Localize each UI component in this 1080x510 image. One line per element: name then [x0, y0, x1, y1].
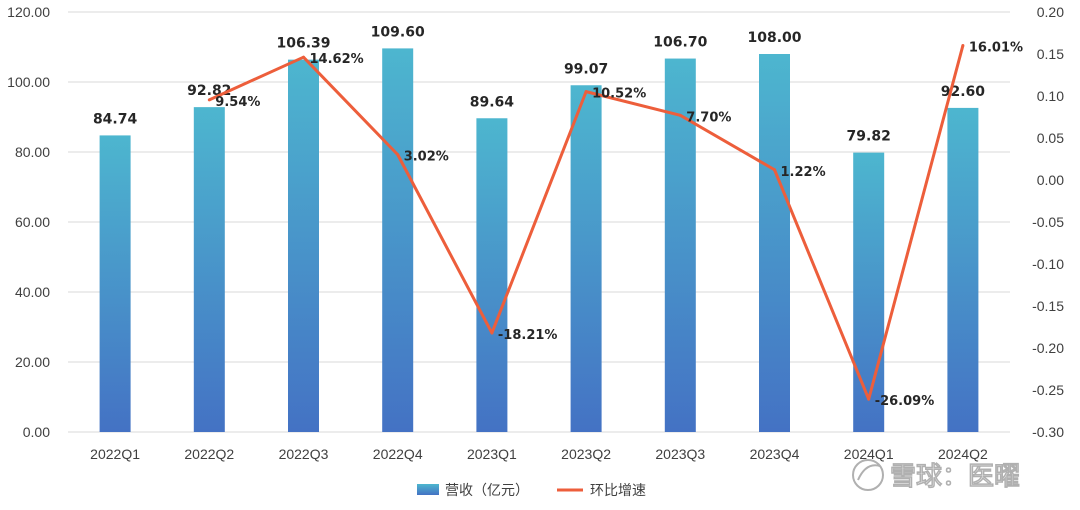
- growth-value-label: -26.09%: [875, 394, 935, 409]
- left-axis-ticks: 0.00 20.00 40.00 60.00 80.00 100.00 120.00: [7, 4, 50, 440]
- left-tick-label: 0.00: [23, 424, 50, 440]
- right-tick-label: -0.25: [1032, 382, 1064, 398]
- snowball-logo-icon: [852, 459, 884, 491]
- right-tick-label: 0.00: [1037, 172, 1064, 188]
- revenue-value-label: 106.39: [276, 36, 330, 52]
- revenue-bar: [382, 48, 414, 433]
- gridlines: [68, 11, 1010, 433]
- revenue-bars: [99, 48, 979, 433]
- x-category-label: 2023Q3: [655, 446, 705, 462]
- x-category-label: 2022Q1: [90, 446, 140, 462]
- growth-value-label: 1.22%: [781, 165, 826, 180]
- revenue-bar: [476, 118, 508, 432]
- growth-value-label: 7.70%: [686, 110, 731, 125]
- x-category-label: 2022Q3: [279, 446, 329, 462]
- growth-value-label: 14.62%: [310, 52, 364, 67]
- left-tick-label: 120.00: [7, 4, 50, 20]
- growth-value-labels: 9.54% 14.62% 3.02% -18.21% 10.52% 7.70% 1.22% -…: [215, 41, 1023, 410]
- x-category-label: 2023Q1: [467, 446, 517, 462]
- left-tick-label: 40.00: [15, 284, 50, 300]
- revenue-value-label: 89.64: [470, 94, 515, 110]
- growth-point: [867, 397, 871, 401]
- revenue-bar: [193, 107, 225, 432]
- x-category-label: 2024Q2: [938, 446, 988, 462]
- right-tick-label: 0.05: [1037, 130, 1064, 146]
- x-axis-categories: 2022Q1 2022Q2 2022Q3 2022Q4 2023Q1 2023Q2 2023…: [90, 446, 988, 462]
- revenue-value-label: 106.70: [653, 35, 707, 51]
- revenue-bar: [99, 135, 131, 432]
- growth-value-label: 9.54%: [215, 95, 260, 110]
- right-axis-ticks: -0.30 -0.25 -0.20 -0.15 -0.10 -0.05 0.00 0.05 0.…: [1032, 4, 1064, 440]
- right-tick-label: 0.20: [1037, 4, 1064, 20]
- revenue-value-label: 109.60: [371, 24, 425, 40]
- revenue-bar: [288, 59, 319, 432]
- revenue-bar: [759, 54, 790, 432]
- growth-point: [302, 55, 305, 59]
- revenue-value-label: 79.82: [847, 129, 891, 145]
- growth-value-label: 16.01%: [969, 41, 1023, 56]
- right-tick-label: 0.10: [1037, 88, 1064, 104]
- right-tick-label: -0.10: [1032, 256, 1064, 272]
- right-tick-label: -0.30: [1032, 424, 1064, 440]
- growth-value-label: 10.52%: [592, 87, 646, 102]
- growth-value-label: -18.21%: [498, 328, 558, 343]
- right-tick-label: -0.15: [1032, 298, 1064, 314]
- growth-point: [396, 153, 400, 157]
- revenue-bar: [570, 85, 602, 432]
- legend: 营收（亿元） 环比增速: [417, 483, 646, 499]
- x-category-label: 2024Q1: [844, 446, 894, 462]
- revenue-bar: [947, 107, 979, 433]
- revenue-value-label: 108.00: [747, 30, 801, 46]
- x-category-label: 2022Q4: [373, 446, 423, 462]
- x-category-label: 2022Q2: [184, 446, 234, 462]
- growth-point: [678, 113, 682, 117]
- growth-point: [490, 331, 494, 335]
- growth-value-label: 3.02%: [404, 150, 449, 165]
- growth-point: [961, 44, 965, 48]
- growth-line: [207, 44, 965, 401]
- x-category-label: 2023Q2: [561, 446, 611, 462]
- revenue-bar: [853, 152, 885, 432]
- revenue-value-label: 92.60: [941, 84, 986, 100]
- revenue-value-label: 84.74: [93, 111, 138, 127]
- watermark: 雪球：医曜: [852, 459, 1020, 492]
- left-tick-label: 80.00: [15, 144, 50, 160]
- watermark-text: 雪球：医曜: [890, 462, 1020, 492]
- left-tick-label: 20.00: [15, 354, 50, 370]
- legend-swatch-bar: [417, 484, 439, 495]
- revenue-value-label: 99.07: [564, 61, 608, 77]
- right-tick-label: -0.05: [1032, 214, 1064, 230]
- left-tick-label: 100.00: [7, 74, 50, 90]
- left-tick-label: 60.00: [15, 214, 50, 230]
- growth-point: [584, 90, 588, 94]
- legend-label-line: 环比增速: [590, 483, 646, 499]
- growth-point: [773, 168, 776, 172]
- growth-point: [207, 98, 211, 102]
- right-tick-label: 0.15: [1037, 46, 1064, 62]
- x-category-label: 2023Q4: [750, 446, 800, 462]
- legend-label-bar: 营收（亿元）: [445, 483, 529, 499]
- right-tick-label: -0.20: [1032, 340, 1064, 356]
